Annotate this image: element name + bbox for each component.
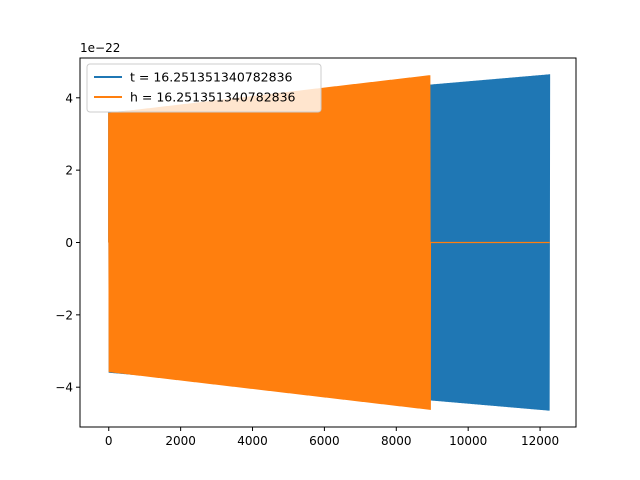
y-tick-label: −2 — [55, 308, 73, 322]
legend-label-t: t = 16.251351340782836 — [130, 70, 293, 85]
x-tick-label: 10000 — [449, 434, 487, 448]
x-tick-label: 6000 — [309, 434, 340, 448]
y-tick-label: 0 — [65, 236, 73, 250]
x-tick-label: 2000 — [165, 434, 196, 448]
x-tick-label: 0 — [105, 434, 113, 448]
legend-box — [86, 63, 322, 113]
y-tick-label: −4 — [55, 381, 73, 395]
x-tick-label: 4000 — [237, 434, 268, 448]
y-tick-label: 2 — [65, 164, 73, 178]
series-layer — [108, 74, 551, 411]
y-tick-label: 4 — [65, 91, 73, 105]
legend: t = 16.251351340782836 h = 16.2513513407… — [86, 63, 322, 113]
x-tick-label: 12000 — [521, 434, 559, 448]
x-tick-label: 8000 — [381, 434, 412, 448]
y-axis: −4 −2 0 2 4 — [55, 91, 80, 395]
y-offset-text: 1e−22 — [80, 41, 120, 55]
x-axis: 0 2000 4000 6000 8000 10000 12000 — [105, 427, 559, 448]
legend-label-h: h = 16.251351340782836 — [130, 90, 296, 105]
